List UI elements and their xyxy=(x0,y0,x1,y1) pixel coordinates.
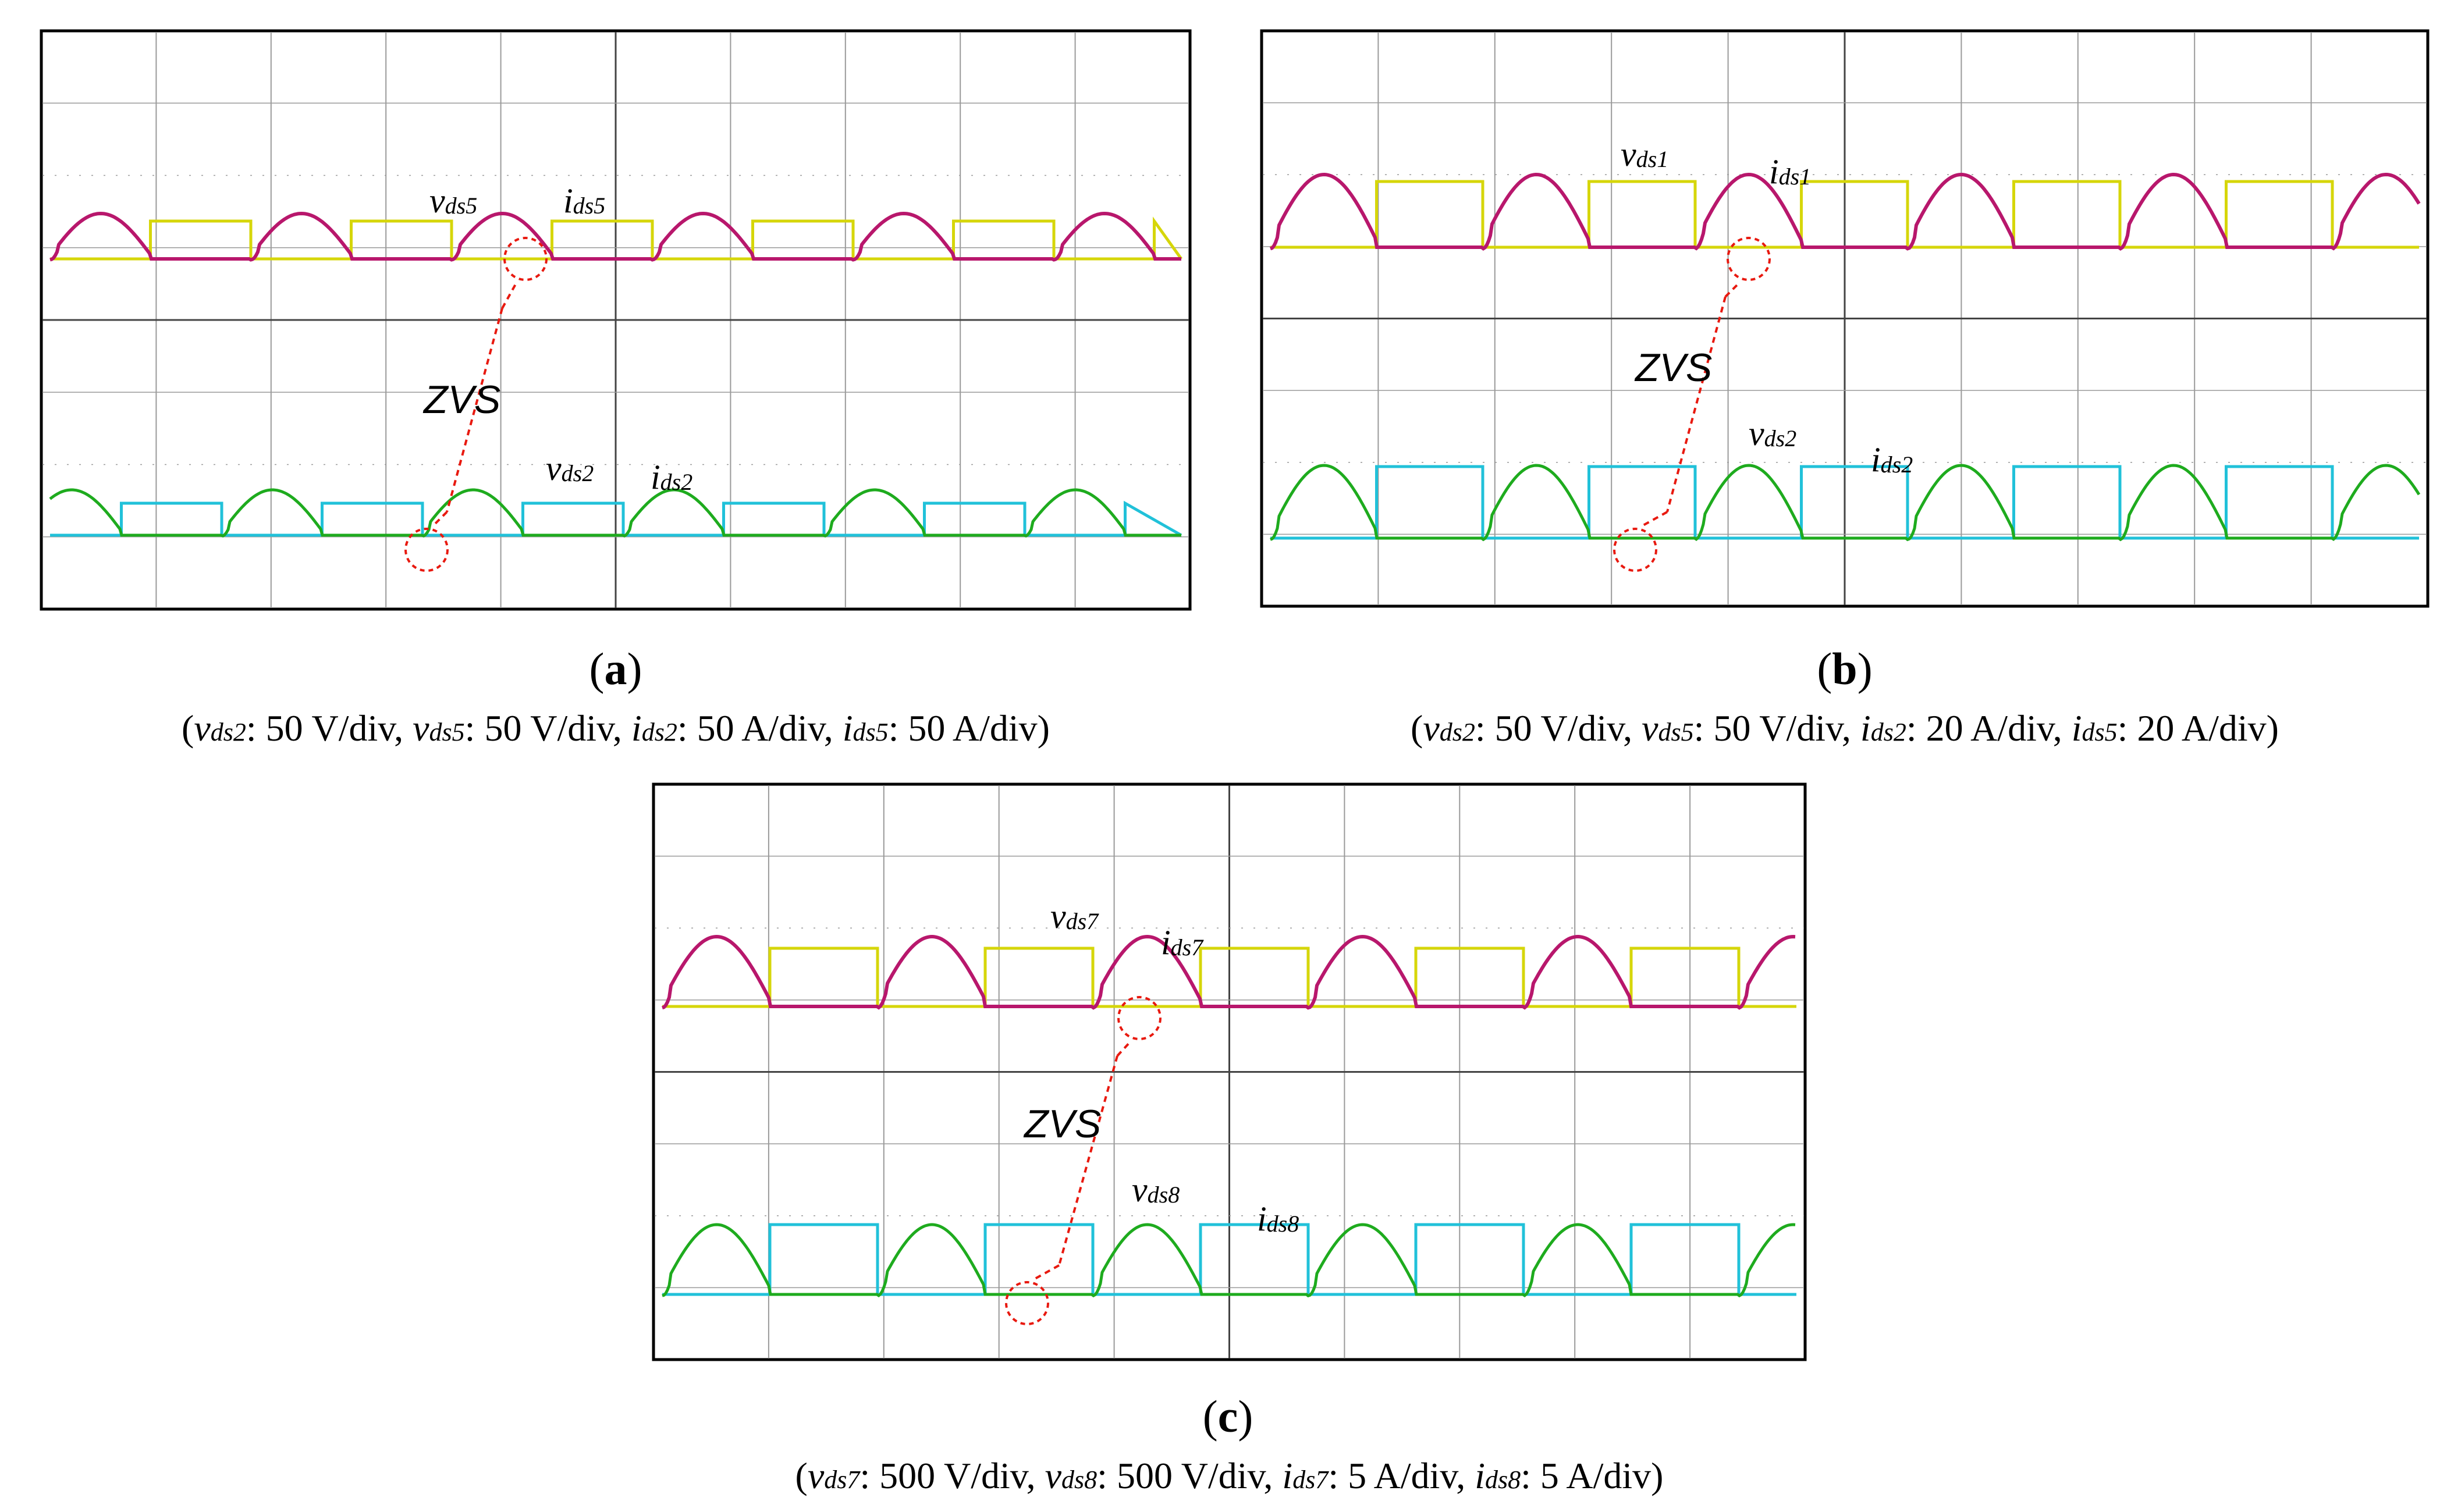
caption-subscript: ds8 xyxy=(1061,1465,1098,1494)
label-v-lower: vds8 xyxy=(1132,1171,1180,1209)
caption-symbol: ids8 xyxy=(1475,1455,1521,1496)
trace-vds8 xyxy=(662,1223,1796,1296)
trace-ids1 xyxy=(1269,172,2421,251)
label-i-upper: ids1 xyxy=(1769,152,1811,191)
caption-subscript: ds5 xyxy=(429,718,465,746)
zvs-arrow-upper xyxy=(1116,1040,1132,1057)
trace-ids7 xyxy=(662,934,1796,1010)
scope-panel-a: vds5 ids5 vds2 ids2 ZVS xyxy=(40,29,1192,611)
caption-c: (vds7: 500 V/div, vds8: 500 V/div, ids7:… xyxy=(795,1455,1664,1496)
trace-ids5 xyxy=(49,211,1181,262)
trace-vds7 xyxy=(662,947,1796,1008)
caption-symbol: ids7 xyxy=(1282,1455,1329,1496)
label-v-lower: vds2 xyxy=(546,449,594,488)
scope-panel-c: vds7 ids7 vds8 ids8 ZVS xyxy=(652,782,1807,1361)
caption-subscript: ds5 xyxy=(1658,718,1694,746)
zvs-label: ZVS xyxy=(1023,1102,1101,1146)
zvs-arrow-lower xyxy=(1032,1264,1060,1281)
caption-symbol: ids5 xyxy=(2071,707,2118,749)
zvs-label: ZVS xyxy=(422,378,500,422)
label-i-lower: ids2 xyxy=(651,458,692,496)
scope-screen-a: vds5 ids5 vds2 ids2 ZVS xyxy=(40,29,1192,611)
caption-symbol: ids5 xyxy=(842,707,889,749)
trace-vds5 xyxy=(50,216,1183,261)
caption-subscript: ds5 xyxy=(853,718,889,746)
caption-symbol: vds5 xyxy=(1642,707,1694,749)
caption-b: (vds2: 50 V/div, vds5: 50 V/div, ids2: 2… xyxy=(1411,707,2279,749)
caption-symbol: vds8 xyxy=(1045,1455,1098,1496)
caption-subscript: ds2 xyxy=(1870,718,1906,746)
label-i-upper: ids7 xyxy=(1161,923,1204,962)
panel-letter-b: (b) xyxy=(1817,643,1873,694)
caption-symbol: vds2 xyxy=(1423,707,1475,749)
label-v-lower: vds2 xyxy=(1749,414,1796,453)
caption-subscript: ds7 xyxy=(824,1465,860,1494)
trace-ids8 xyxy=(662,1223,1796,1298)
caption-symbol: vds2 xyxy=(194,707,246,749)
trace-vds2 xyxy=(50,500,1182,537)
scope-screen-b: vds1 ids1 vds2 ids2 ZVS xyxy=(1260,29,2430,608)
zvs-marker-upper xyxy=(1727,237,1771,281)
zvs-arrow-upper xyxy=(501,282,518,309)
zvs-marker-lower xyxy=(1005,1281,1049,1325)
trace-ids2 xyxy=(1270,464,2421,542)
caption-symbol: ids2 xyxy=(1860,707,1906,749)
scope-screen-c: vds7 ids7 vds8 ids8 ZVS xyxy=(652,782,1807,1361)
caption-subscript: ds2 xyxy=(641,718,677,746)
label-i-lower: ids8 xyxy=(1257,1200,1299,1238)
caption-symbol: ids2 xyxy=(631,707,677,749)
trace-vds1 xyxy=(1270,180,2419,249)
trace-ids2 xyxy=(49,488,1181,538)
label-v-upper: vds1 xyxy=(1621,135,1668,173)
trace-vds2 xyxy=(1270,465,2419,540)
panel-letter-c: (c) xyxy=(1202,1391,1253,1442)
zvs-arrow-link xyxy=(1058,1055,1118,1266)
zvs-marker-upper xyxy=(1117,996,1162,1040)
panel-letter-a: (a) xyxy=(589,643,642,694)
zvs-marker-upper xyxy=(503,237,548,281)
caption-symbol: vds5 xyxy=(413,707,465,749)
caption-subscript: ds2 xyxy=(210,718,246,746)
zvs-arrow-upper xyxy=(1724,281,1741,298)
zvs-arrow-link xyxy=(446,308,503,513)
zvs-marker-lower xyxy=(404,528,449,572)
caption-symbol: vds7 xyxy=(807,1455,860,1496)
zvs-arrow-lower xyxy=(1640,511,1668,528)
caption-a: (vds2: 50 V/div, vds5: 50 V/div, ids2: 5… xyxy=(182,707,1050,749)
zvs-arrow-lower xyxy=(431,511,448,528)
zvs-label: ZVS xyxy=(1634,346,1712,390)
zvs-marker-lower xyxy=(1613,528,1657,572)
caption-subscript: ds8 xyxy=(1484,1465,1521,1494)
label-i-upper: ids5 xyxy=(563,182,605,220)
label-v-upper: vds5 xyxy=(429,182,477,220)
caption-subscript: ds7 xyxy=(1292,1465,1329,1494)
caption-subscript: ds2 xyxy=(1439,718,1475,746)
caption-subscript: ds5 xyxy=(2082,718,2118,746)
zvs-arrow-link xyxy=(1666,296,1727,513)
label-i-lower: ids2 xyxy=(1871,440,1913,479)
label-v-upper: vds7 xyxy=(1050,897,1099,935)
scope-panel-b: vds1 ids1 vds2 ids2 ZVS xyxy=(1260,29,2430,608)
